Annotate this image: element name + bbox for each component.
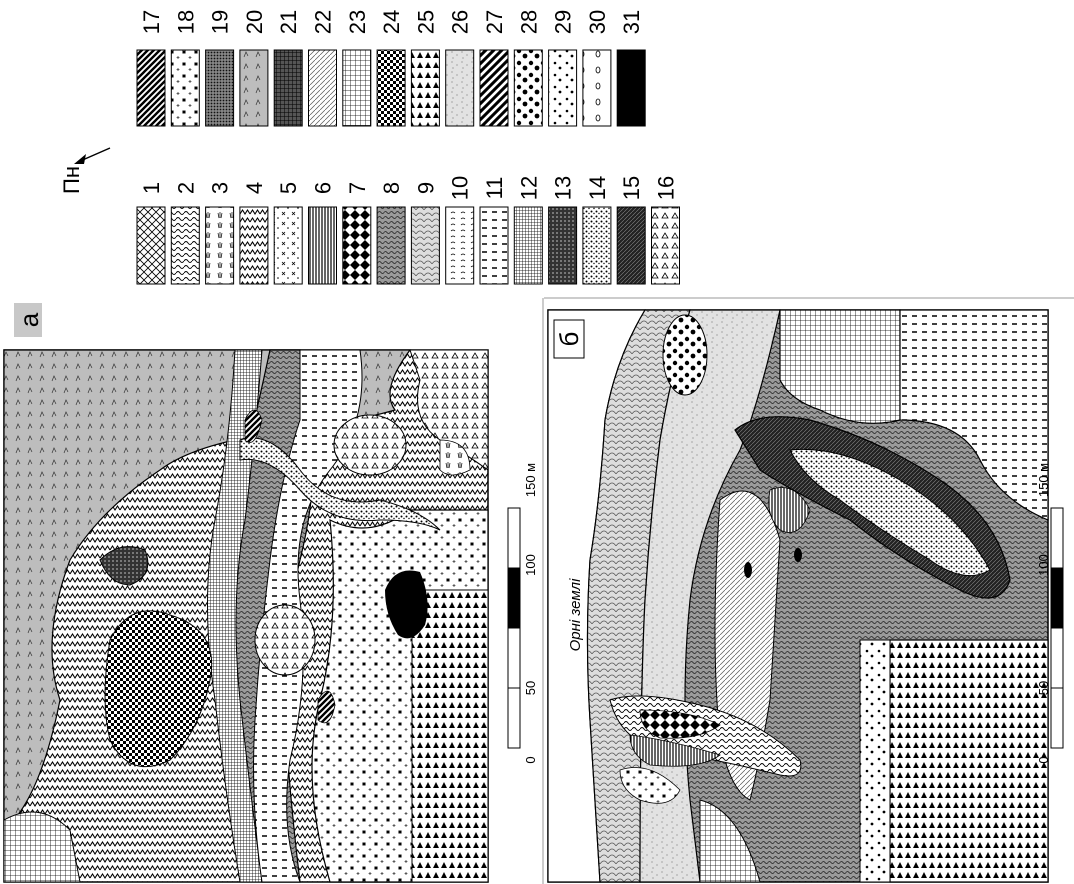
legend-swatch-15 <box>616 206 646 285</box>
north-arrow-label: Пн <box>59 166 84 194</box>
map-a-scale-tick-50: 50 <box>523 681 538 695</box>
legend-swatch-16 <box>651 206 680 285</box>
map-a-scale-tick-0: 0 <box>523 756 538 763</box>
map-a-label: а <box>14 303 44 337</box>
legend-swatch-1 <box>136 206 166 285</box>
map-a-scale-tick-100: 100 <box>523 554 538 576</box>
legend-swatch-4 <box>239 206 269 285</box>
legend-number-5: 5 <box>276 182 301 194</box>
legend-number-3: 3 <box>208 182 233 194</box>
legend-number-18: 18 <box>173 10 198 34</box>
legend-number-26: 26 <box>448 10 473 34</box>
legend-number-17: 17 <box>139 10 164 34</box>
legend-number-31: 31 <box>619 10 644 34</box>
legend-number-22: 22 <box>311 10 336 34</box>
legend-swatch-20 <box>239 49 269 127</box>
map-b-scale-tick-150: 150 м <box>1036 463 1051 497</box>
legend-number-20: 20 <box>242 10 267 34</box>
legend-number-27: 27 <box>482 10 507 34</box>
legend-number-9: 9 <box>413 182 438 194</box>
legend-number-10: 10 <box>448 176 473 200</box>
legend-swatch-5 <box>273 206 303 285</box>
legend-number-23: 23 <box>345 10 370 34</box>
legend-number-2: 2 <box>173 182 198 194</box>
legend-swatch-6 <box>308 206 337 285</box>
map-b-scale-tick-100: 100 <box>1036 554 1051 576</box>
map-a-scale-bar: 0 50 100 150 м <box>507 463 538 764</box>
legend-number-16: 16 <box>654 176 679 200</box>
legend-swatch-19 <box>205 49 235 127</box>
svg-text:б: б <box>554 332 584 347</box>
map-b-label: б <box>553 319 585 359</box>
legend-swatch-25 <box>410 49 440 127</box>
north-arrow: Пн <box>59 147 111 194</box>
legend-swatch-3 <box>205 206 235 285</box>
map-b-scale-bar: 0 50 100 150 м <box>1036 463 1064 764</box>
map-b-annotation-arable-land: Орні землі <box>567 578 584 651</box>
legend-swatch-7 <box>342 206 372 285</box>
legend-number-11: 11 <box>482 177 507 200</box>
legend-swatch-13 <box>548 206 578 285</box>
legend-number-6: 6 <box>311 182 336 194</box>
legend-swatch-21 <box>273 49 303 127</box>
legend-swatch-14 <box>582 206 612 285</box>
map-a <box>3 349 489 883</box>
legend-swatch-28 <box>513 49 543 127</box>
legend-swatch-27 <box>479 49 509 127</box>
legend-swatch-26 <box>445 49 475 127</box>
legend-swatch-10 <box>445 206 475 285</box>
legend-number-1: 1 <box>139 182 164 194</box>
legend-swatch-2 <box>170 206 200 285</box>
legend-swatch-31 <box>616 49 646 127</box>
legend-swatch-22 <box>308 49 337 127</box>
legend-number-12: 12 <box>516 176 541 200</box>
legend-number-29: 29 <box>551 10 576 34</box>
legend-number-7: 7 <box>345 182 370 194</box>
legend-number-21: 21 <box>276 10 301 34</box>
legend-swatch-29 <box>548 49 578 127</box>
legend-swatch-8 <box>376 206 406 285</box>
legend-number-25: 25 <box>413 10 438 34</box>
legend-swatch-24 <box>376 49 406 127</box>
map-b <box>547 309 1049 883</box>
legend-swatch-17 <box>136 49 166 127</box>
legend-swatch-11 <box>479 206 509 285</box>
legend-number-24: 24 <box>379 10 404 34</box>
legend-number-30: 30 <box>585 10 610 34</box>
legend-number-8: 8 <box>379 182 404 194</box>
legend-swatch-23 <box>342 49 372 127</box>
legend-swatch-30 <box>582 49 612 127</box>
legend-number-14: 14 <box>585 176 610 200</box>
legend-number-13: 13 <box>551 176 576 200</box>
legend-swatch-9 <box>410 206 440 285</box>
legend-swatch-18 <box>170 49 200 127</box>
svg-text:а: а <box>14 312 44 327</box>
map-a-scale-tick-150: 150 м <box>523 463 538 497</box>
legend-number-19: 19 <box>208 10 233 34</box>
map-b-scale-tick-0: 0 <box>1036 756 1051 763</box>
legend-number-28: 28 <box>516 10 541 34</box>
legend-swatch-12 <box>513 206 543 285</box>
legend-number-15: 15 <box>619 176 644 200</box>
map-b-scale-tick-50: 50 <box>1036 681 1051 695</box>
legend-number-4: 4 <box>242 182 267 194</box>
